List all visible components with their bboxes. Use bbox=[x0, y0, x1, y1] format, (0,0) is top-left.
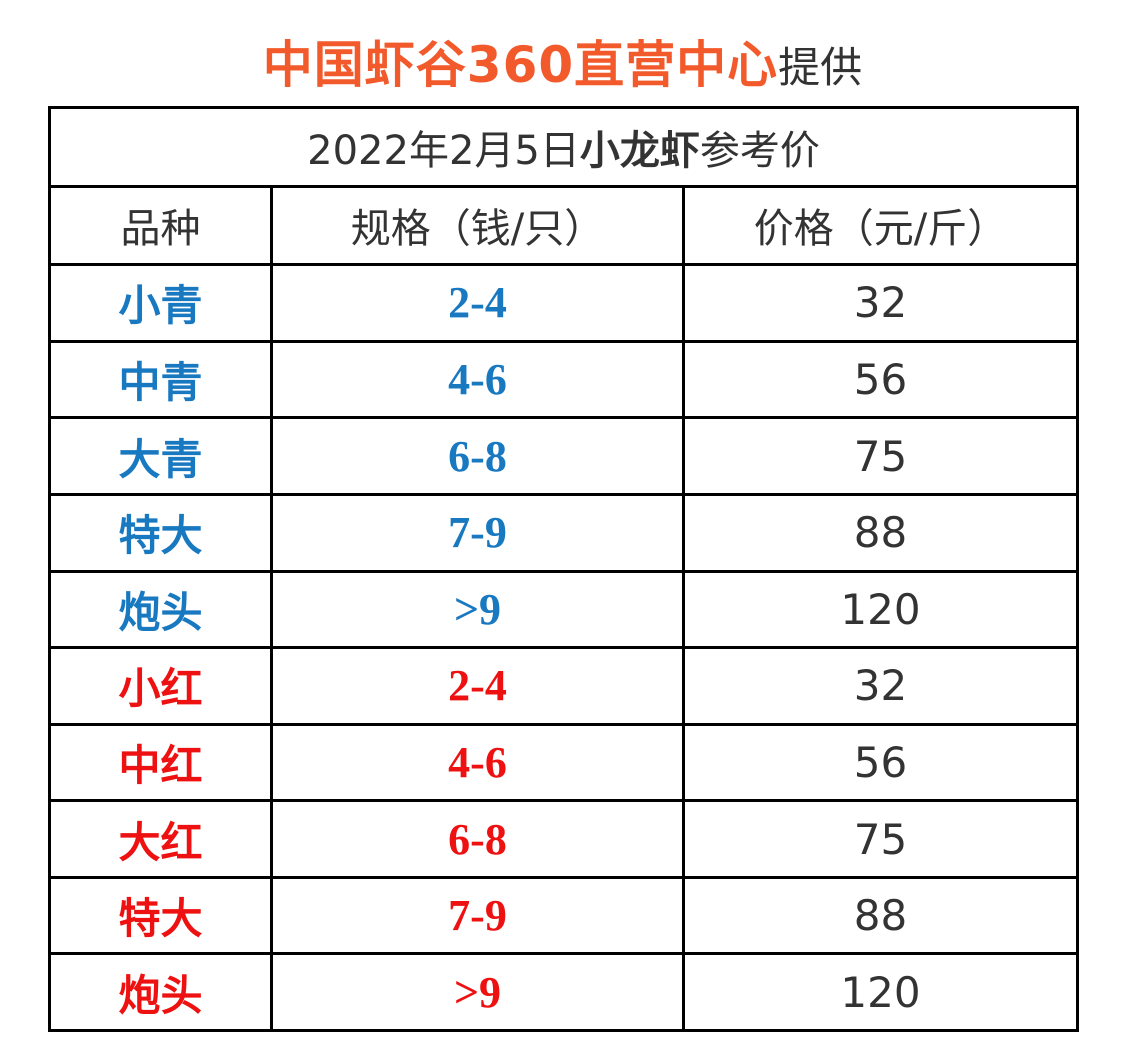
table-row: 炮头 >9 120 bbox=[48, 569, 1080, 650]
variety-cell: 中青 bbox=[48, 339, 273, 420]
table-header-row: 品种 规格（钱/只） 价格（元/斤） bbox=[48, 184, 1080, 267]
table-body: 小青 2-4 32 中青 4-6 56 大青 6-8 75 特大 7-9 88 炮头 >9 120 小红 2-4… bbox=[48, 263, 1080, 1032]
variety-cell: 大红 bbox=[48, 799, 273, 879]
price-cell: 56 bbox=[681, 339, 1080, 420]
table-row: 大红 6-8 75 bbox=[48, 799, 1080, 879]
table-row: 小青 2-4 32 bbox=[48, 263, 1080, 343]
spec-cell: 6-8 bbox=[270, 799, 685, 879]
spec-cell: 7-9 bbox=[270, 875, 685, 956]
price-cell: 120 bbox=[681, 569, 1080, 650]
price-cell: 88 bbox=[681, 492, 1080, 573]
variety-cell: 特大 bbox=[48, 875, 273, 956]
spec-cell: 4-6 bbox=[270, 722, 685, 803]
spec-cell: >9 bbox=[270, 952, 685, 1032]
price-cell: 88 bbox=[681, 875, 1080, 956]
price-cell: 56 bbox=[681, 722, 1080, 803]
table-row: 特大 7-9 88 bbox=[48, 492, 1080, 573]
title-date: 2022年2月5日 bbox=[307, 127, 580, 174]
variety-cell: 中红 bbox=[48, 722, 273, 803]
spec-cell: 7-9 bbox=[270, 492, 685, 573]
column-header-price: 价格（元/斤） bbox=[681, 184, 1080, 267]
table-row: 特大 7-9 88 bbox=[48, 875, 1080, 956]
page-header: 中国虾谷360直营中心提供 bbox=[0, 30, 1125, 100]
spec-cell: 4-6 bbox=[270, 339, 685, 420]
spec-cell: 2-4 bbox=[270, 646, 685, 726]
price-cell: 75 bbox=[681, 799, 1080, 879]
price-cell: 32 bbox=[681, 263, 1080, 343]
variety-cell: 大青 bbox=[48, 416, 273, 496]
variety-cell: 炮头 bbox=[48, 569, 273, 650]
price-cell: 120 bbox=[681, 952, 1080, 1032]
title-product: 小龙虾 bbox=[579, 127, 700, 174]
spec-cell: >9 bbox=[270, 569, 685, 650]
price-cell: 75 bbox=[681, 416, 1080, 496]
table-row: 大青 6-8 75 bbox=[48, 416, 1080, 496]
table-title-row: 2022年2月5日小龙虾参考价 bbox=[47, 106, 1080, 188]
variety-cell: 特大 bbox=[48, 492, 273, 573]
price-cell: 32 bbox=[681, 646, 1080, 726]
spec-cell: 6-8 bbox=[270, 416, 685, 496]
spec-cell: 2-4 bbox=[270, 263, 685, 343]
variety-cell: 小红 bbox=[48, 646, 273, 726]
provided-by-label: 提供 bbox=[778, 43, 863, 92]
column-header-spec: 规格（钱/只） bbox=[270, 184, 685, 267]
variety-cell: 小青 bbox=[48, 263, 273, 343]
price-table: 2022年2月5日小龙虾参考价 品种 规格（钱/只） 价格（元/斤） 小青 2-4… bbox=[47, 106, 1080, 1032]
table-row: 小红 2-4 32 bbox=[48, 646, 1080, 726]
title-suffix: 参考价 bbox=[699, 127, 820, 174]
brand-name: 中国虾谷360直营中心 bbox=[262, 36, 779, 94]
variety-cell: 炮头 bbox=[48, 952, 273, 1032]
table-title: 2022年2月5日小龙虾参考价 bbox=[47, 106, 1080, 188]
table-row: 中红 4-6 56 bbox=[48, 722, 1080, 803]
table-row: 中青 4-6 56 bbox=[48, 339, 1080, 420]
column-header-variety: 品种 bbox=[48, 184, 273, 267]
table-row: 炮头 >9 120 bbox=[48, 952, 1080, 1032]
